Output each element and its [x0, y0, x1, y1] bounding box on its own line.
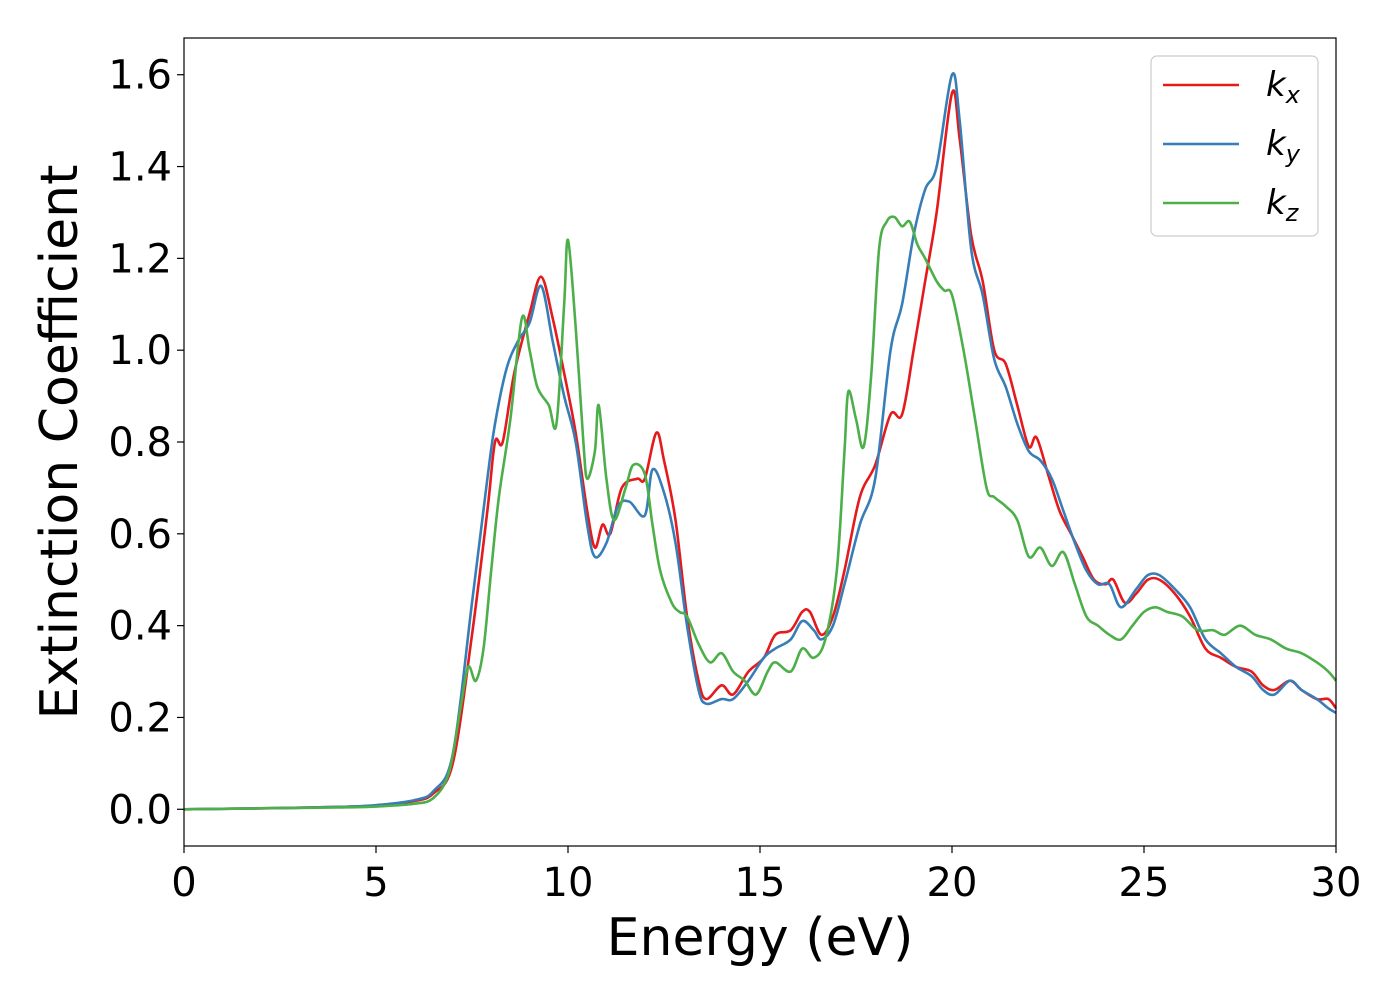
y-tick-label: 0.6: [108, 512, 172, 558]
y-tick-label: 1.6: [108, 53, 172, 99]
legend-box: [1150, 55, 1319, 237]
y-tick-label: 1.0: [108, 328, 172, 374]
x-tick-label: 0: [171, 860, 196, 906]
series-layer: [183, 72, 1338, 811]
legend-label-z: kz: [1266, 183, 1300, 227]
x-axis-label: Energy (eV): [607, 908, 914, 968]
x-tick-label: 20: [927, 860, 978, 906]
x-tick-label: 5: [363, 860, 388, 906]
y-axis: 0.0 0.2 0.4 0.6 0.8 1.0 1.2 1.4 1.6: [108, 53, 184, 833]
x-tick-label: 25: [1119, 860, 1170, 906]
x-axis: 0 5 10 15 20 25 30: [171, 846, 1361, 906]
y-tick-label: 1.2: [108, 236, 172, 282]
y-tick-label: 0.2: [108, 695, 172, 741]
legend-label-x: kx: [1266, 65, 1301, 109]
y-tick-label: 0.4: [108, 604, 172, 650]
x-tick-label: 10: [543, 860, 594, 906]
y-tick-label: 0.0: [108, 787, 172, 833]
y-axis-label: Extinction Coefficient: [30, 165, 90, 720]
y-tick-label: 0.8: [108, 420, 172, 466]
legend-label-y: ky: [1266, 124, 1301, 168]
series-line-z: [183, 215, 1338, 811]
y-tick-label: 1.4: [108, 145, 172, 191]
x-tick-label: 15: [735, 860, 786, 906]
series-line-x: [183, 89, 1338, 811]
x-tick-label: 30: [1311, 860, 1362, 906]
series-line-y: [183, 72, 1337, 811]
legend: kx ky kz: [1150, 55, 1319, 237]
